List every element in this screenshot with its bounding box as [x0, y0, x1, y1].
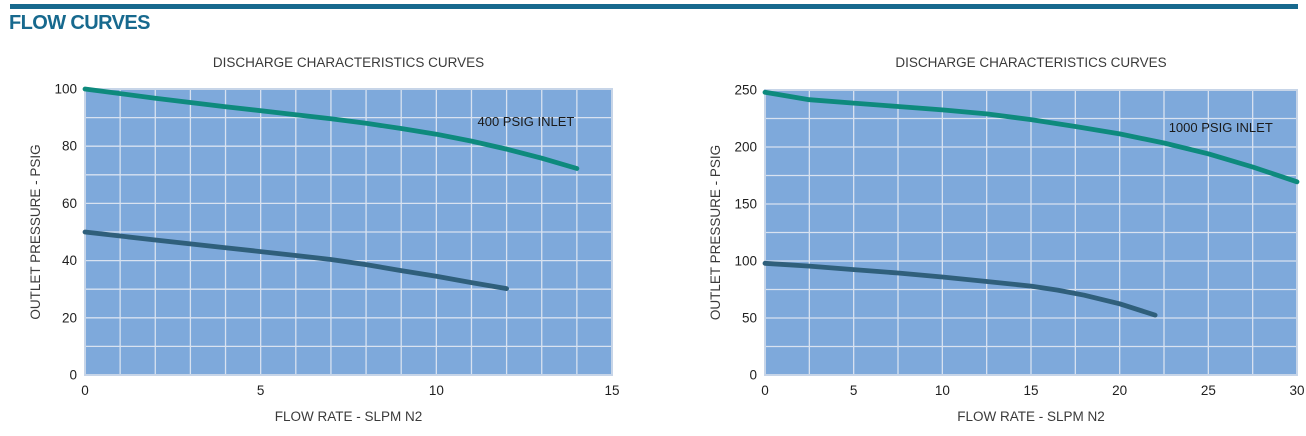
y-axis-title: OUTLET PRESSURE - PSIG — [708, 145, 723, 320]
y-tick-label: 80 — [62, 139, 77, 154]
y-tick-label: 60 — [62, 196, 77, 211]
x-tick-label: 0 — [81, 383, 89, 398]
x-tick-label: 5 — [257, 383, 265, 398]
x-tick-label: 25 — [1201, 383, 1216, 398]
discharge-chart-1000psig: DISCHARGE CHARACTERISTICS CURVES 1000 PSI… — [708, 55, 1305, 424]
y-tick-label: 0 — [69, 368, 77, 383]
header-rule — [10, 4, 1298, 9]
curve-annotation: 1000 PSIG INLET — [1169, 120, 1273, 135]
x-axis-title: FLOW RATE - SLPM N2 — [275, 409, 423, 424]
page-title: FLOW CURVES — [9, 12, 150, 34]
y-tick-label: 40 — [62, 253, 77, 268]
curve-400-psig-inlet — [82, 86, 580, 171]
curve-100-psig-outlet-curve — [82, 229, 509, 291]
curve-1000-psig-inlet — [762, 89, 1300, 185]
x-tick-label: 15 — [1023, 383, 1038, 398]
y-tick-label: 100 — [54, 82, 77, 97]
y-axis-title: OUTLET PRESSURE - PSIG — [28, 144, 43, 319]
x-axis-title: FLOW RATE - SLPM N2 — [957, 409, 1105, 424]
y-tick-label: 20 — [62, 310, 77, 325]
x-tick-label: 10 — [429, 383, 444, 398]
x-tick-label: 0 — [761, 383, 769, 398]
y-tick-label: 0 — [749, 368, 757, 383]
curve-100-psig-outlet-curve — [762, 260, 1158, 318]
y-tick-label: 200 — [734, 140, 757, 155]
x-tick-label: 10 — [935, 383, 950, 398]
y-tick-label: 50 — [742, 311, 757, 326]
chart-title: DISCHARGE CHARACTERISTICS CURVES — [213, 55, 484, 70]
x-tick-label: 5 — [850, 383, 858, 398]
curve-annotation: 400 PSIG INLET — [478, 114, 575, 129]
x-tick-label: 20 — [1112, 383, 1127, 398]
y-tick-label: 250 — [734, 83, 757, 98]
y-tick-label: 100 — [734, 254, 757, 269]
discharge-chart-400psig: DISCHARGE CHARACTERISTICS CURVES 400 PSIG… — [28, 55, 620, 424]
y-tick-label: 150 — [734, 197, 757, 212]
x-tick-label: 30 — [1289, 383, 1304, 398]
plot-border — [764, 89, 1298, 376]
chart-title: DISCHARGE CHARACTERISTICS CURVES — [895, 55, 1166, 70]
x-tick-label: 15 — [604, 383, 619, 398]
